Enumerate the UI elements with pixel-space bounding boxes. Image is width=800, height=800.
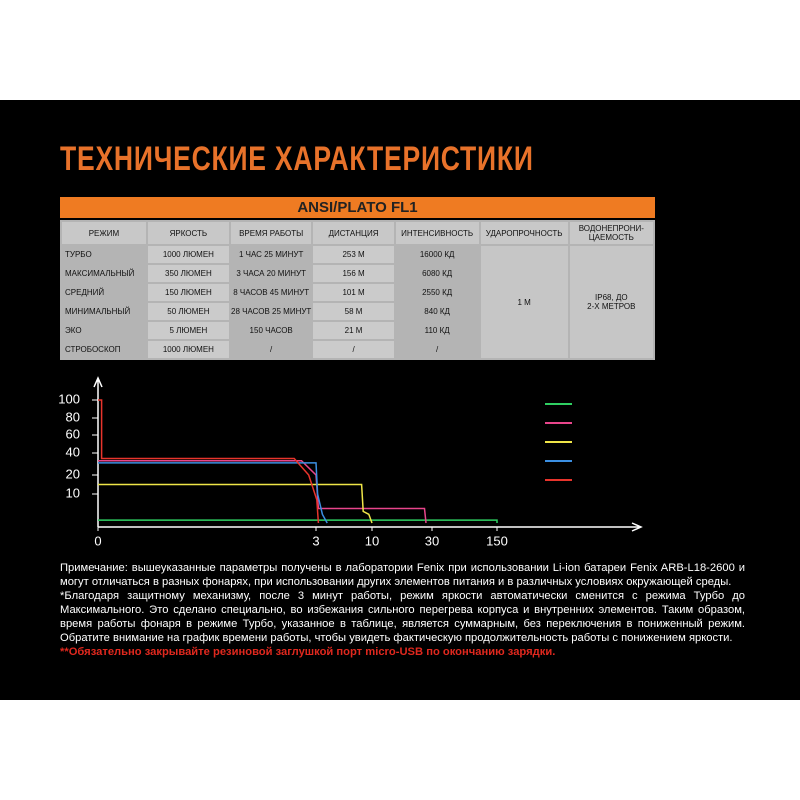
x-tick-label: 30	[425, 533, 439, 548]
title: ТЕХНИЧЕСКИЕ ХАРАКТЕРИСТИКИ	[60, 140, 534, 178]
cell: ТУРБО	[60, 244, 148, 265]
table-row: СРЕДНИЙ 150 ЛЮМЕН 8 ЧАСОВ 45 МИНУТ 101 М 255…	[60, 282, 654, 303]
table-row: СТРОБОСКОП 1000 ЛЮМЕН / / /	[60, 339, 654, 360]
cell: СТРОБОСКОП	[60, 339, 148, 360]
cell: 5 ЛЮМЕН	[145, 320, 231, 341]
series-line	[98, 462, 328, 524]
cell: 350 ЛЮМЕН	[145, 263, 231, 284]
series-line	[98, 459, 427, 524]
column-header: ВРЕМЯ РАБОТЫ	[228, 220, 314, 246]
spec-table: РЕЖИМ ЯРКОСТЬ ВРЕМЯ РАБОТЫ ДИСТАНЦИЯ ИНТЕНСИ…	[60, 220, 656, 360]
runtime-chart: 10 20 40 60 80 100 0 3 10 30 150	[58, 376, 643, 548]
series-line	[98, 399, 320, 524]
cell: 28 ЧАСОВ 25 МИНУТ	[228, 301, 314, 322]
cell: 150 ЛЮМЕН	[145, 282, 231, 303]
cell: /	[228, 339, 314, 360]
y-tick-label: 10	[66, 485, 80, 500]
header-row: РЕЖИМ ЯРКОСТЬ ВРЕМЯ РАБОТЫ ДИСТАНЦИЯ ИНТЕНСИ…	[60, 220, 656, 246]
cell: МАКСИМАЛЬНЫЙ	[60, 263, 148, 284]
column-header: ИНТЕНСИВНОСТЬ	[393, 220, 481, 246]
cell: 2550 КД	[393, 282, 481, 303]
x-tick-label: 0	[94, 533, 101, 548]
note: *Благодаря защитному механизму, после 3 …	[60, 590, 745, 644]
series-line	[98, 483, 373, 524]
y-tick-label: 40	[66, 444, 80, 459]
cell: /	[311, 339, 396, 360]
cell: 1000 ЛЮМЕН	[145, 339, 231, 360]
cell: ЭКО	[60, 320, 148, 341]
note: **Обязательно закрывайте резиновой заглу…	[60, 646, 556, 658]
note: Примечание: вышеуказанные параметры полу…	[60, 562, 745, 588]
cell: 16000 КД	[393, 244, 481, 265]
waterproof-cell: IP68, ДО 2-Х МЕТРОВ	[567, 244, 656, 360]
cell: 110 КД	[393, 320, 481, 341]
cell: 21 М	[311, 320, 396, 341]
table-row: ЭКО 5 ЛЮМЕН 150 ЧАСОВ 21 М 110 КД	[60, 320, 654, 341]
column-header: ВОДОНЕПРОНИ- ЦАЕМОСТЬ	[567, 220, 656, 246]
cell: /	[393, 339, 481, 360]
table-row: МИНИМАЛЬНЫЙ 50 ЛЮМЕН 28 ЧАСОВ 25 МИНУТ 58 М…	[60, 301, 654, 322]
y-tick-label: 20	[66, 466, 80, 481]
column-header: ЯРКОСТЬ	[145, 220, 231, 246]
notes: Примечание: вышеуказанные параметры полу…	[60, 561, 745, 659]
cell: 50 ЛЮМЕН	[145, 301, 231, 322]
cell: 8 ЧАСОВ 45 МИНУТ	[228, 282, 314, 303]
cell: 101 М	[311, 282, 396, 303]
y-tick-label: 80	[66, 409, 80, 424]
cell: 58 М	[311, 301, 396, 322]
cell: СРЕДНИЙ	[60, 282, 148, 303]
y-tick-label: 100	[58, 391, 80, 406]
cell: 156 М	[311, 263, 396, 284]
cell: 150 ЧАСОВ	[228, 320, 314, 341]
model-band: ANSI/PLATO FL1	[60, 197, 655, 218]
table-row: МАКСИМАЛЬНЫЙ 350 ЛЮМЕН 3 ЧАСА 20 МИНУТ 156 …	[60, 263, 654, 284]
column-header: УДАРОПРОЧНОСТЬ	[478, 220, 570, 246]
series-line	[98, 519, 498, 523]
x-tick-label: 10	[365, 533, 379, 548]
cell: 840 КД	[393, 301, 481, 322]
cell: 3 ЧАСА 20 МИНУТ	[228, 263, 314, 284]
cell: 1000 ЛЮМЕН	[145, 244, 231, 265]
x-axis	[98, 522, 643, 532]
column-header: РЕЖИМ	[60, 220, 148, 246]
cell: 1 ЧАС 25 МИНУТ	[228, 244, 314, 265]
column-header: ДИСТАНЦИЯ	[311, 220, 396, 246]
x-tick-label: 3	[312, 533, 319, 548]
impact-cell: 1 М	[478, 244, 570, 360]
cell: МИНИМАЛЬНЫЙ	[60, 301, 148, 322]
cell: 253 М	[311, 244, 396, 265]
y-tick-label: 60	[66, 426, 80, 441]
x-tick-label: 150	[486, 533, 508, 548]
cell: 6080 КД	[393, 263, 481, 284]
table-row: ТУРБО 1000 ЛЮМЕН 1 ЧАС 25 МИНУТ 253 М 16000 …	[60, 244, 656, 360]
